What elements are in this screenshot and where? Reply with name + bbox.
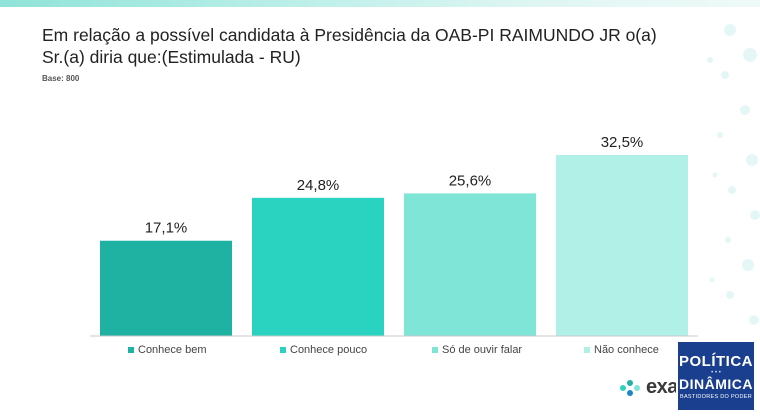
dots-logo-icon <box>620 379 640 396</box>
data-label-4: 32,5% <box>601 134 644 151</box>
bar-2 <box>252 197 384 336</box>
legend-swatch-1 <box>128 347 134 353</box>
base-note: Base: 800 <box>42 74 80 83</box>
watermark-badge: POLÍTICA • • • DINÂMICA BASTIDORES DO PO… <box>676 340 756 412</box>
data-label-2: 24,8% <box>297 177 340 194</box>
bar-3 <box>404 193 536 336</box>
legend-label-3: Só de ouvir falar <box>442 344 522 356</box>
chart-title: Em relação a possível candidata à Presid… <box>42 25 657 67</box>
legend-label-1: Conhece bem <box>138 344 207 356</box>
top-accent-bar <box>0 0 760 7</box>
bar-1 <box>100 240 232 336</box>
legend-label-2: Conhece pouco <box>290 344 367 356</box>
data-label-3: 25,6% <box>449 172 492 189</box>
watermark-line1: POLÍTICA <box>679 352 753 370</box>
legend-swatch-4 <box>584 347 590 353</box>
watermark-line2: DINÂMICA <box>679 375 753 392</box>
legend-label-4: Não conhece <box>594 344 659 356</box>
watermark-line3: BASTIDORES DO PODER <box>679 393 753 400</box>
legend-swatch-3 <box>432 347 438 353</box>
bar-4 <box>556 154 688 336</box>
data-label-1: 17,1% <box>145 220 188 237</box>
decorative-dot-pattern <box>707 24 760 325</box>
legend-swatch-2 <box>280 347 286 353</box>
watermark-separator: • • • <box>711 369 721 376</box>
